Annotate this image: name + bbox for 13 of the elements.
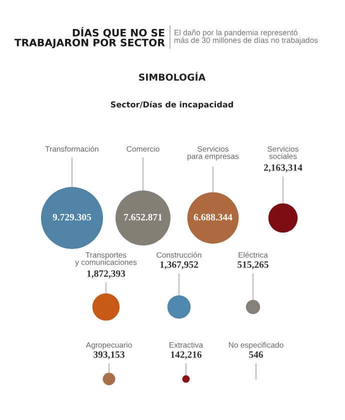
data-label: 515,265 [238,261,268,270]
data-label: 546 [249,351,264,358]
data-label: 6.688.344 [194,214,232,220]
data-label: 7.652.871 [124,214,162,220]
data-label: 393,153 [94,351,124,360]
text: SIMBOLOGÍA [139,72,206,81]
text: Sector/Días de incapacidad [110,100,233,110]
data-label: 1,872,393 [87,270,126,278]
data-label: 9.729.305 [52,214,92,220]
data-label: 2,163,314 [264,164,302,172]
data-label: 142,216 [170,351,202,360]
text: DÍAS QUE NO SE TRABAJARON POR SECTOR [14,27,165,48]
data-label: 1,367,952 [160,261,198,270]
